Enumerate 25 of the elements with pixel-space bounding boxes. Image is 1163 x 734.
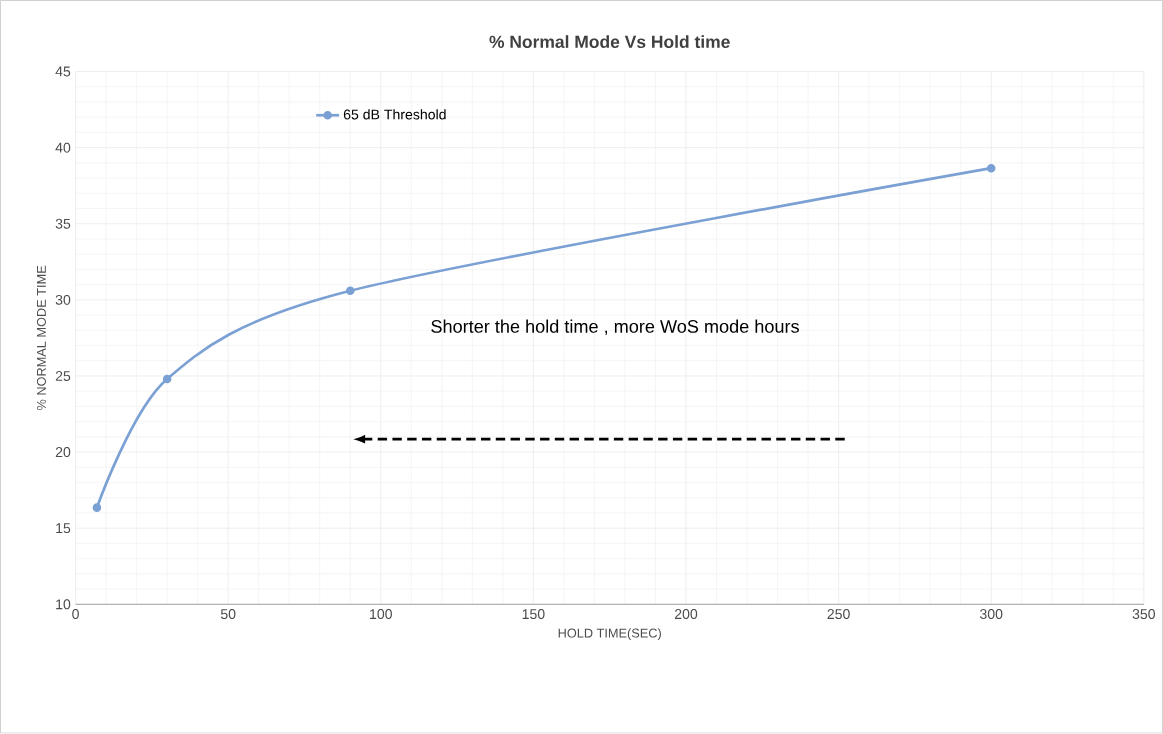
x-tick-label: 300 <box>979 609 1003 620</box>
y-tick-label: 40 <box>55 142 71 153</box>
x-tick-label: 50 <box>220 609 236 620</box>
x-tick-label: 200 <box>674 609 698 620</box>
x-axis-title: HOLD TIME(SEC) <box>558 628 661 641</box>
y-tick-label: 45 <box>55 66 71 77</box>
chart-title: % Normal Mode Vs Hold time <box>489 35 730 49</box>
y-tick-label: 10 <box>56 599 71 610</box>
y-tick-label: 20 <box>55 447 71 458</box>
point <box>92 503 102 513</box>
x-tick-label: 250 <box>827 609 850 620</box>
x-tick-label: 150 <box>522 609 545 620</box>
legend-label: 65 dB Threshold <box>343 109 446 120</box>
y-tick-label: 35 <box>55 218 71 229</box>
y-tick-label: 25 <box>55 371 71 382</box>
x-tick-label: 100 <box>370 609 392 620</box>
y-tick-label: 30 <box>55 295 71 306</box>
x-tick-label: 0 <box>72 609 79 620</box>
annotation: Shorter the hold time , more WoS mode hours <box>431 319 799 336</box>
y-axis-title: % NORMAL MODE TIME <box>36 266 46 411</box>
point <box>162 374 172 384</box>
y-tick-label: 15 <box>56 523 71 534</box>
x-tick-label: 350 <box>1132 609 1156 620</box>
point <box>345 286 355 296</box>
point <box>986 164 996 173</box>
